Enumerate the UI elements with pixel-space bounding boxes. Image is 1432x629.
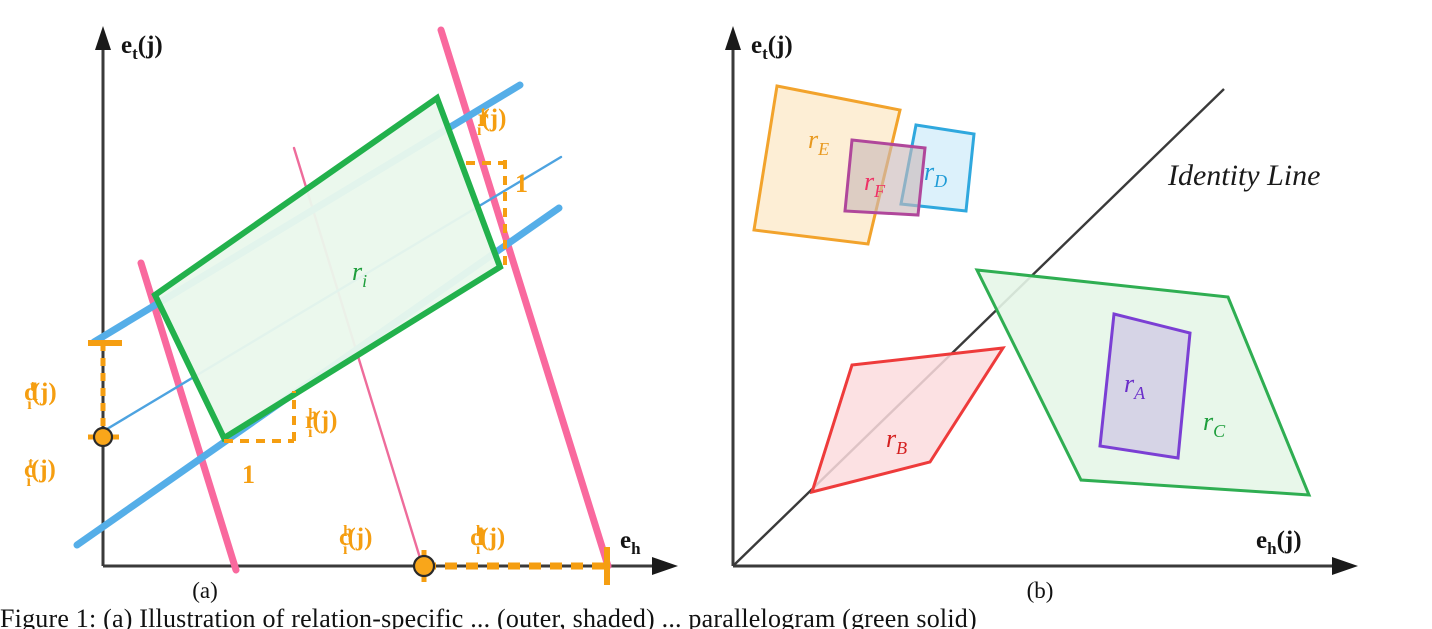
annotation-c-h-label: ch i(j) bbox=[339, 523, 372, 558]
panel-a: ri rt i(j) 1 rh i(j) 1 bbox=[0, 0, 716, 600]
panel-a-y-axis-label: et(j) bbox=[121, 32, 163, 63]
region-rE-label: rE bbox=[808, 125, 829, 159]
region-rC-label: rC bbox=[1203, 407, 1226, 441]
panel-b-axes bbox=[725, 26, 1358, 575]
annotation-unit-bottom: 1 bbox=[242, 460, 255, 489]
region-rF-label: rF bbox=[864, 167, 886, 201]
panel-b-svg: Identity Line rE rD rF rC rA rB et(j) eh… bbox=[725, 26, 1358, 575]
identity-line-label: Identity Line bbox=[1167, 159, 1320, 192]
c-t-point-marker bbox=[92, 426, 114, 448]
annotation-d-t bbox=[88, 340, 122, 448]
region-rB-label: rB bbox=[886, 424, 907, 458]
region-rA-label: rA bbox=[1124, 369, 1146, 403]
c-h-point-marker bbox=[412, 554, 436, 578]
region-rB-polygon bbox=[809, 346, 1006, 495]
annotation-c-t-label: ct i(j) bbox=[24, 455, 56, 490]
panel-b-x-axis-label: eh(j) bbox=[1256, 527, 1302, 558]
annotation-r-t-label: rt i(j) bbox=[477, 104, 506, 139]
annotation-unit-right: 1 bbox=[515, 169, 528, 198]
region-ri-label: ri bbox=[352, 257, 367, 291]
annotation-d-h-label: dh i(j) bbox=[470, 523, 505, 558]
annotation-r-t bbox=[466, 160, 507, 268]
region-rD-label: rD bbox=[924, 157, 947, 191]
figure-caption: Figure 1: (a) Illustration of relation-s… bbox=[0, 604, 977, 629]
panel-b-y-axis-label: et(j) bbox=[751, 32, 793, 63]
region-rF-polygon bbox=[843, 138, 927, 217]
pink-line-right bbox=[437, 26, 612, 570]
panel-b: Identity Line rE rD rF rC rA rB et(j) eh… bbox=[716, 0, 1432, 600]
panel-a-svg: ri rt i(j) 1 rh i(j) 1 bbox=[24, 26, 678, 585]
annotation-d-h bbox=[412, 547, 610, 585]
x-axis-arrowhead-icon bbox=[652, 557, 678, 575]
region-rA-polygon bbox=[1098, 312, 1192, 460]
pink-line-left bbox=[137, 259, 240, 574]
region-ri-parallelogram bbox=[151, 93, 504, 443]
annotation-r-h-label: rh i(j) bbox=[305, 406, 337, 441]
y-axis-arrowhead-icon bbox=[725, 26, 741, 50]
annotation-d-t-label: dt i(j) bbox=[24, 378, 57, 413]
panel-a-x-axis-label: eh bbox=[620, 527, 641, 558]
panel-a-axes bbox=[95, 26, 678, 575]
y-axis-arrowhead-icon bbox=[95, 26, 111, 50]
subcaption-b: (b) bbox=[1026, 578, 1054, 603]
x-axis-arrowhead-icon bbox=[1332, 557, 1358, 575]
annotation-r-h bbox=[224, 391, 296, 443]
subcaption-a: (a) bbox=[192, 578, 218, 603]
